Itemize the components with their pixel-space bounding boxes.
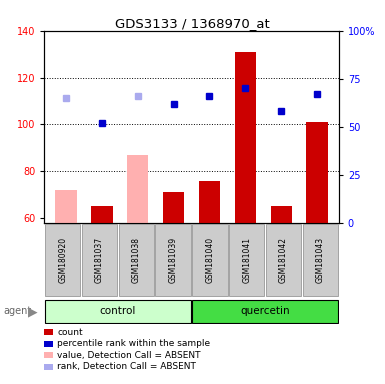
Bar [156, 224, 191, 296]
Text: GSM181041: GSM181041 [242, 237, 251, 283]
Bar [163, 192, 184, 223]
Bar [45, 300, 191, 323]
Bar [271, 206, 292, 223]
Text: value, Detection Call = ABSENT: value, Detection Call = ABSENT [57, 351, 201, 360]
Text: quercetin: quercetin [240, 306, 290, 316]
Text: GSM181038: GSM181038 [132, 237, 141, 283]
Bar [119, 224, 154, 296]
Text: count: count [57, 328, 83, 337]
Bar [234, 52, 256, 223]
Text: GSM181040: GSM181040 [206, 237, 214, 283]
Bar [82, 224, 117, 296]
Text: rank, Detection Call = ABSENT: rank, Detection Call = ABSENT [57, 362, 196, 371]
Bar [91, 206, 112, 223]
Bar [266, 224, 301, 296]
Text: GSM180920: GSM180920 [58, 237, 67, 283]
Text: GSM181037: GSM181037 [95, 237, 104, 283]
Text: ▶: ▶ [28, 305, 38, 318]
Bar [55, 190, 77, 223]
Text: GSM181039: GSM181039 [169, 237, 177, 283]
Bar [306, 122, 328, 223]
Text: agent: agent [4, 306, 32, 316]
Bar [45, 224, 80, 296]
Text: GSM181043: GSM181043 [316, 237, 325, 283]
Text: percentile rank within the sample: percentile rank within the sample [57, 339, 211, 348]
Bar [192, 300, 338, 323]
Bar [303, 224, 338, 296]
Text: control: control [100, 306, 136, 316]
Bar [192, 224, 228, 296]
Text: GSM181042: GSM181042 [279, 237, 288, 283]
Bar [127, 155, 149, 223]
Bar [199, 180, 220, 223]
Text: GDS3133 / 1368970_at: GDS3133 / 1368970_at [115, 17, 270, 30]
Bar [229, 224, 264, 296]
